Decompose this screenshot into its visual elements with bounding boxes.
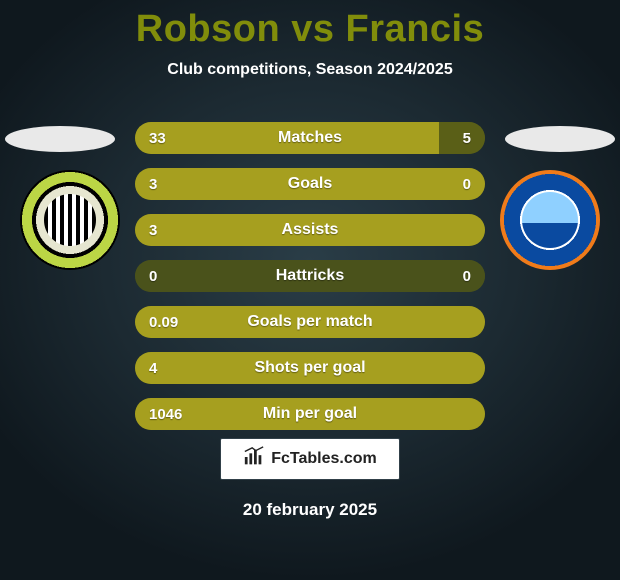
crest-left-inner <box>38 188 102 252</box>
bar-value-left: 3 <box>149 168 157 200</box>
bar-value-left: 0 <box>149 260 157 292</box>
page-title: Robson vs Francis <box>0 0 620 51</box>
bar-value-left: 1046 <box>149 398 182 430</box>
bar-value-left: 3 <box>149 214 157 246</box>
bar-label: Min per goal <box>135 398 485 430</box>
page-subtitle: Club competitions, Season 2024/2025 <box>0 61 620 79</box>
player-right-crest <box>500 170 600 270</box>
branding-text: FcTables.com <box>271 450 377 468</box>
comparison-bars: Matches335Goals30Assists3Hattricks00Goal… <box>135 122 485 444</box>
crest-right-inner <box>522 192 578 248</box>
comparison-row: Hattricks0 0 <box>135 260 485 292</box>
bar-value-left: 4 <box>149 352 157 384</box>
bar-label: Goals <box>135 168 485 200</box>
player-left-crest <box>20 170 120 270</box>
infographic-root: Robson vs Francis Club competitions, Sea… <box>0 0 620 580</box>
bar-value-left: 0.09 <box>149 306 178 338</box>
player-left-shadow <box>5 126 115 152</box>
bar-value-right: 0 <box>463 260 471 292</box>
bar-label: Hattricks <box>135 260 485 292</box>
footer-date: 20 february 2025 <box>0 500 620 520</box>
bar-label: Goals per match <box>135 306 485 338</box>
bar-label: Matches <box>135 122 485 154</box>
comparison-row: Shots per goal4 <box>135 352 485 384</box>
bar-label: Shots per goal <box>135 352 485 384</box>
bar-value-right: 0 <box>463 168 471 200</box>
branding-badge: FcTables.com <box>220 438 400 480</box>
comparison-row: Min per goal1046 <box>135 398 485 430</box>
comparison-row: Goals per match0.09 <box>135 306 485 338</box>
bar-value-right: 5 <box>463 122 471 154</box>
bar-label: Assists <box>135 214 485 246</box>
bar-value-left: 33 <box>149 122 166 154</box>
comparison-row: Matches33 5 <box>135 122 485 154</box>
player-right-shadow <box>505 126 615 152</box>
comparison-row: Goals3 0 <box>135 168 485 200</box>
comparison-row: Assists3 <box>135 214 485 246</box>
bar-chart-icon <box>243 446 265 473</box>
